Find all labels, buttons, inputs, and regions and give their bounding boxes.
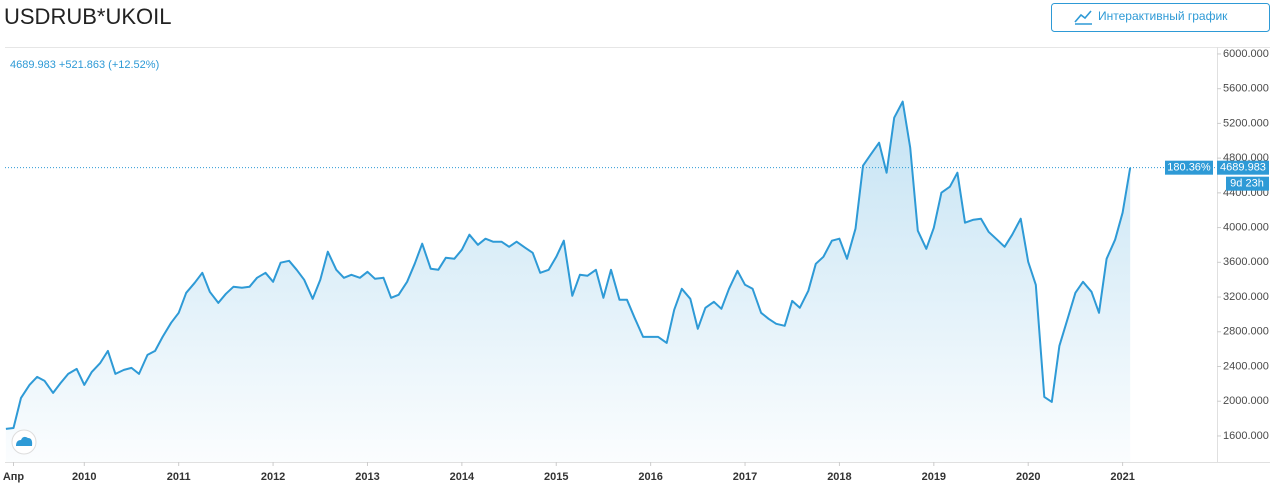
x-tick-label: 2021 <box>1110 471 1134 483</box>
x-tick-label: 2010 <box>72 471 96 483</box>
button-label[interactable]: Интерактивный график <box>1098 9 1228 23</box>
y-tick-label: 5200.000 <box>1223 117 1269 129</box>
y-tick-label: 3200.000 <box>1223 291 1269 303</box>
countdown-label: 9d 23h <box>1230 178 1264 190</box>
y-tick-label: 2800.000 <box>1223 326 1269 338</box>
interactive-button[interactable] <box>1051 3 1270 32</box>
area-fill <box>5 101 1131 462</box>
x-tick-label: 2016 <box>638 471 662 483</box>
change-label: 180.36% <box>1167 162 1211 174</box>
x-tick-label: 2014 <box>450 471 475 483</box>
y-tick-label: 5600.000 <box>1223 83 1269 95</box>
x-tick-label: 2020 <box>1016 471 1040 483</box>
x-tick-label: 2012 <box>261 471 285 483</box>
price-badge <box>1217 160 1269 175</box>
countdown-badge <box>1226 176 1269 191</box>
plot <box>5 100 1132 462</box>
x-tick-label: 2019 <box>922 471 946 483</box>
y-tick-label: 2000.000 <box>1223 395 1269 407</box>
change-badge <box>1165 160 1213 175</box>
x-tick-label: 2015 <box>544 471 568 483</box>
x-tick-label: 2018 <box>827 471 851 483</box>
x-tick-label: 2011 <box>167 471 191 483</box>
logo-icon <box>16 436 33 446</box>
y-tick-label: 1600.000 <box>1223 430 1269 442</box>
y-tick-label: 6000.000 <box>1223 48 1269 60</box>
price-label: 4689.983 <box>1220 162 1266 174</box>
chart-title: USDRUB*UKOIL <box>4 4 171 29</box>
x-tick-label: 2017 <box>733 471 757 483</box>
line <box>5 100 1132 430</box>
y-tick-label: 3600.000 <box>1223 256 1269 268</box>
y-tick-label: 4000.000 <box>1223 221 1269 233</box>
x-tick-label: 2013 <box>355 471 379 483</box>
header-value: 4689.983 +521.863 (+12.52%) <box>10 59 159 71</box>
button-icon <box>1074 10 1092 25</box>
y-tick-label: 2400.000 <box>1223 360 1269 372</box>
x-tick-label: Апр <box>3 471 25 483</box>
